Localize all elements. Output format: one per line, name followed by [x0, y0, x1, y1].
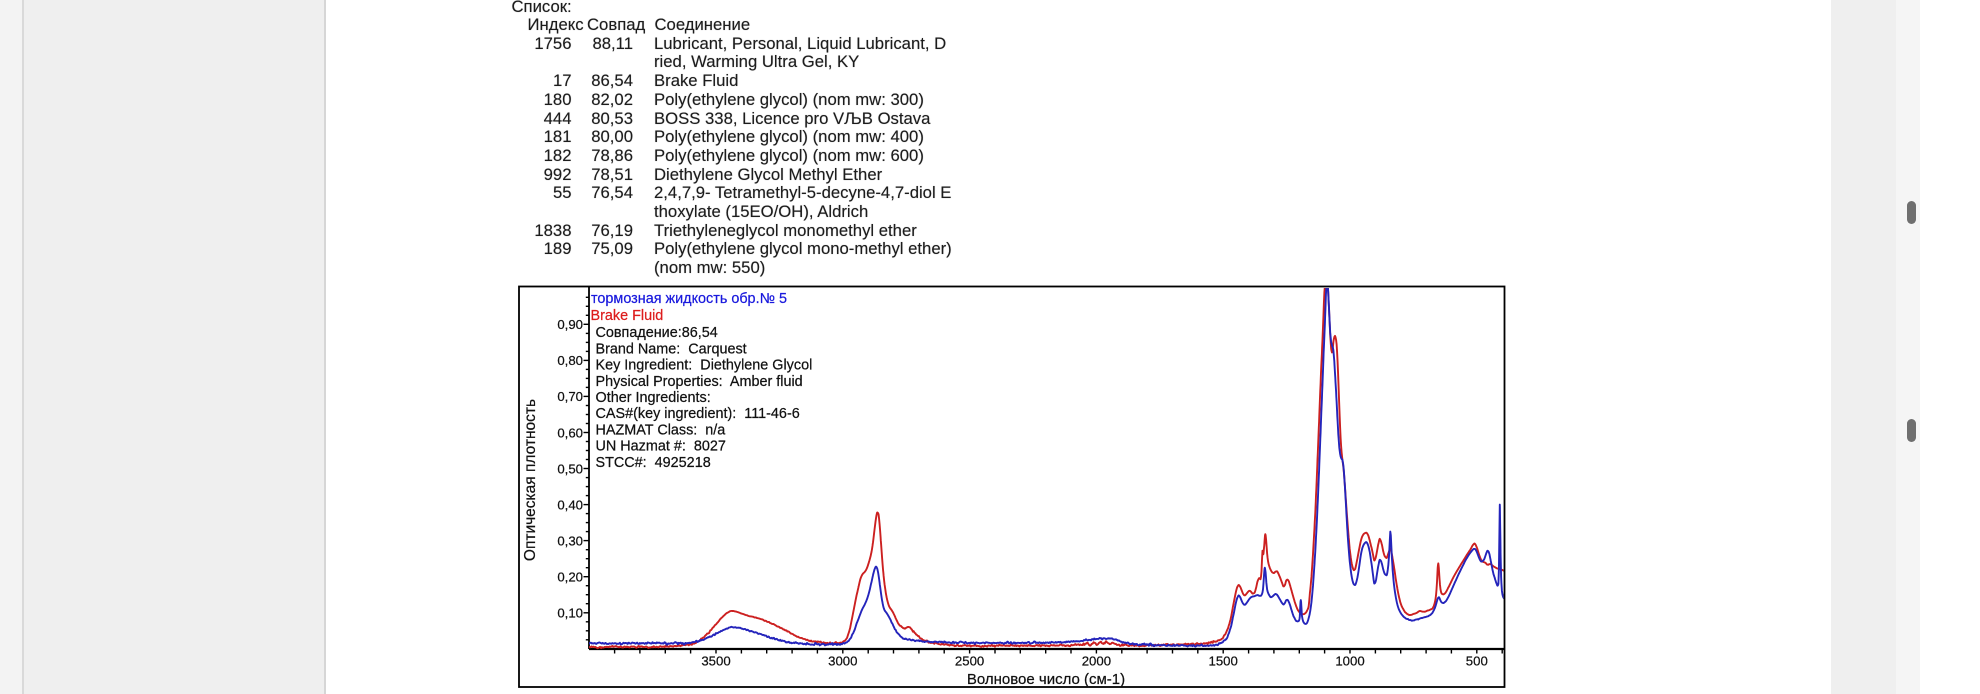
- svg-text:3000: 3000: [828, 653, 857, 668]
- svg-text:Волновое число (см-1): Волновое число (см-1): [967, 671, 1125, 688]
- svg-text:Brake Fluid: Brake Fluid: [591, 308, 664, 324]
- svg-text:0,70: 0,70: [557, 389, 583, 404]
- svg-text:Physical Properties: Amber fl: Physical Properties: Amber fluid: [596, 374, 803, 390]
- svg-text:500: 500: [1466, 653, 1488, 668]
- svg-text:0,90: 0,90: [557, 317, 583, 332]
- svg-text:Совпадение:86,54: Совпадение:86,54: [596, 325, 718, 341]
- svg-text:2000: 2000: [1082, 653, 1111, 668]
- svg-text:UN Hazmat #: 8027: UN Hazmat #: 8027: [596, 439, 726, 455]
- svg-text:HAZMAT Class: n/a: HAZMAT Class: n/a: [596, 422, 726, 438]
- svg-text:0,50: 0,50: [557, 461, 583, 476]
- svg-text:0,40: 0,40: [557, 497, 583, 512]
- svg-text:тормозная жидкость обр.№ 5: тормозная жидкость обр.№ 5: [591, 291, 787, 307]
- svg-text:0,10: 0,10: [557, 606, 583, 621]
- svg-text:Оптическая плотность: Оптическая плотность: [522, 399, 539, 561]
- svg-text:2500: 2500: [955, 653, 984, 668]
- svg-text:Other Ingredients:: Other Ingredients:: [596, 390, 711, 406]
- svg-text:STCC#: 4925218: STCC#: 4925218: [596, 455, 711, 471]
- svg-text:1000: 1000: [1335, 653, 1364, 668]
- svg-text:Brand Name: Carquest: Brand Name: Carquest: [596, 341, 747, 357]
- svg-text:0,60: 0,60: [557, 425, 583, 440]
- svg-text:0,20: 0,20: [557, 570, 583, 585]
- svg-text:CAS#(key ingredient): 111-46-: CAS#(key ingredient): 111-46-6: [596, 406, 800, 422]
- svg-text:1500: 1500: [1209, 653, 1238, 668]
- svg-text:3500: 3500: [701, 653, 730, 668]
- svg-text:0,80: 0,80: [557, 353, 583, 368]
- svg-text:Key Ingredient: Diethylene Gl: Key Ingredient: Diethylene Glycol: [596, 358, 813, 374]
- svg-text:0,30: 0,30: [557, 533, 583, 548]
